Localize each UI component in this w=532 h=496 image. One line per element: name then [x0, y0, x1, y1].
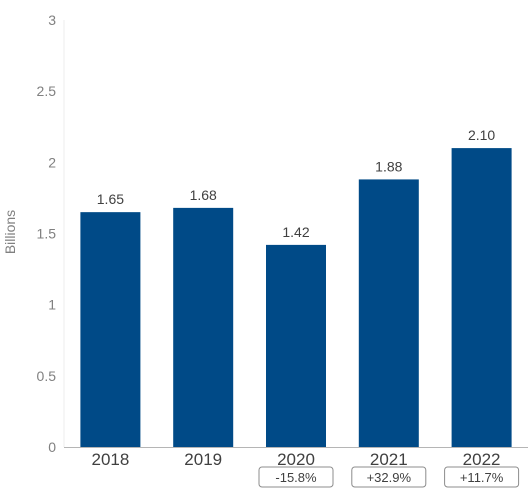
y-tick-label: 1.5 — [37, 226, 57, 242]
change-badge — [351, 466, 427, 488]
y-tick-label: 2.5 — [37, 83, 57, 99]
y-tick-label: 0 — [48, 439, 56, 455]
y-tick-label: 1 — [48, 297, 56, 313]
x-tick-label: 2019 — [184, 450, 222, 469]
change-label: -15.8% — [275, 470, 317, 485]
change-badge — [444, 466, 520, 488]
change-badge — [258, 466, 334, 488]
y-tick-label: 0.5 — [37, 368, 57, 384]
change-label: +32.9% — [367, 470, 412, 485]
data-label: 2.10 — [468, 127, 495, 143]
y-axis-label: Billions — [2, 210, 18, 254]
change-label: +11.7% — [460, 470, 504, 485]
x-tick-label: 2018 — [91, 450, 129, 469]
change-badges: -15.8% +32.9% +11.7% — [258, 466, 520, 488]
data-label: 1.88 — [375, 158, 402, 174]
y-tick-label: 2 — [48, 154, 56, 170]
x-tick-label: 2022 — [463, 450, 501, 469]
data-label: 1.42 — [282, 224, 309, 240]
data-label: 1.68 — [190, 187, 217, 203]
data-label: 1.65 — [97, 191, 124, 207]
bar-2020 — [266, 244, 326, 447]
bar-2019 — [173, 207, 234, 447]
y-tick-label: 3 — [48, 12, 56, 28]
bar-2021 — [358, 179, 419, 447]
x-tick-label: 2020 — [277, 450, 315, 469]
x-tick-label: 2021 — [370, 450, 408, 469]
y-axis: 0 0.5 1 1.5 2 2.5 3 — [37, 12, 65, 455]
bars: 1.65 1.68 1.42 1.88 2.10 — [80, 127, 512, 447]
bar-2018 — [80, 212, 141, 447]
bar-2022 — [451, 148, 512, 447]
x-axis: 2018 2019 2020 2021 2022 — [64, 447, 528, 469]
